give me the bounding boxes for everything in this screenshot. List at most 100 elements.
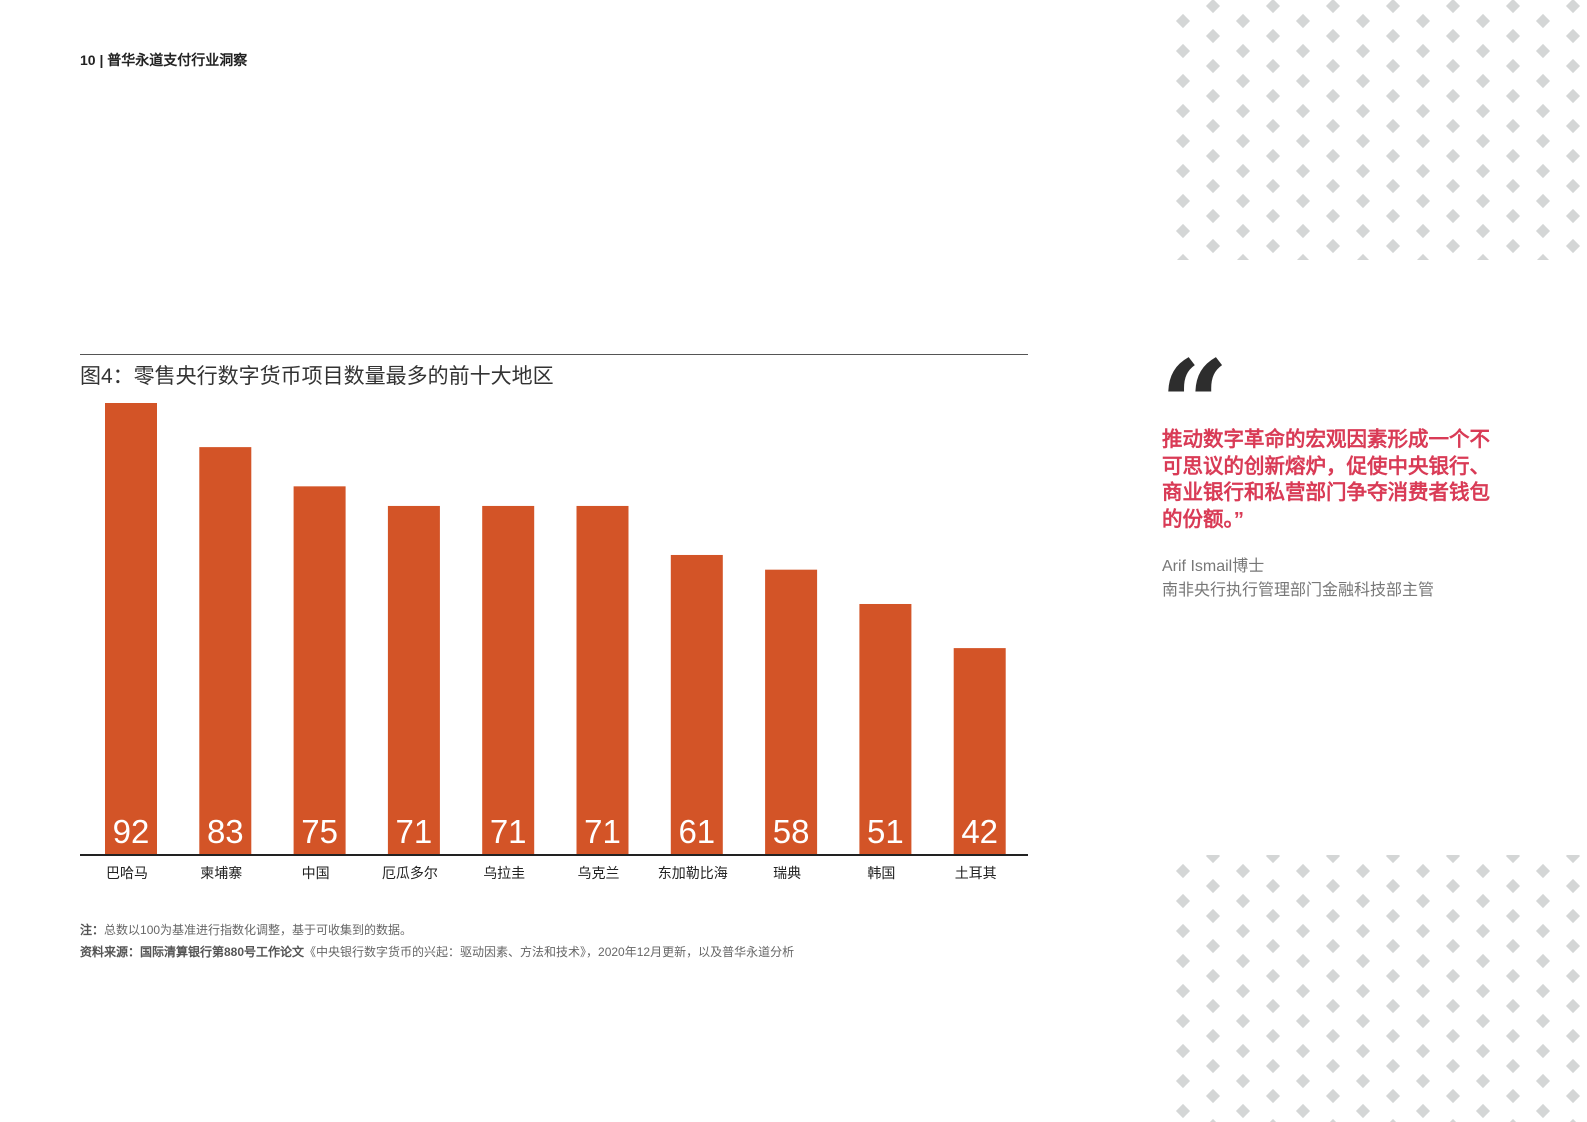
data-label: 71 [396, 813, 433, 850]
diamond-dot [1325, 28, 1341, 44]
diamond-dot [1325, 1058, 1341, 1074]
diamond-dot [1565, 208, 1581, 224]
diamond-dot [1265, 0, 1281, 14]
diamond-dot [1565, 968, 1581, 984]
diamond-dot [1355, 953, 1371, 969]
category-label: 土耳其 [955, 866, 997, 882]
diamond-dot [1205, 938, 1221, 954]
diamond-dot [1205, 1028, 1221, 1044]
diamond-dot [1295, 1043, 1311, 1059]
diamond-dot [1505, 855, 1521, 864]
category-label: 乌克兰 [578, 866, 620, 882]
diamond-dot [1565, 998, 1581, 1014]
bar [859, 603, 912, 854]
diamond-dot [1355, 863, 1371, 879]
diamond-pattern-top [1175, 0, 1581, 260]
diamond-dot [1205, 998, 1221, 1014]
diamond-dot [1415, 133, 1431, 149]
bar [387, 505, 440, 854]
diamond-dot [1205, 1088, 1221, 1104]
diamond-dot [1175, 983, 1191, 999]
diamond-dot [1325, 855, 1341, 864]
diamond-dot [1175, 1013, 1191, 1029]
diamond-dot [1355, 1043, 1371, 1059]
diamond-dot [1295, 923, 1311, 939]
diamond-dot [1175, 13, 1191, 29]
diamond-dot [1265, 1088, 1281, 1104]
diamond-dot [1535, 953, 1551, 969]
diamond-dot [1475, 893, 1491, 909]
diamond-dot [1295, 13, 1311, 29]
diamond-dot [1175, 923, 1191, 939]
diamond-dot [1355, 1103, 1371, 1119]
diamond-dot [1505, 58, 1521, 74]
diamond-dot [1535, 103, 1551, 119]
diamond-dot [1505, 998, 1521, 1014]
category-label: 柬埔寨 [200, 865, 242, 882]
diamond-dot [1235, 253, 1251, 260]
diamond-dot [1475, 43, 1491, 59]
diamond-dot [1325, 878, 1341, 894]
diamond-dot [1235, 43, 1251, 59]
diamond-dot [1295, 1013, 1311, 1029]
diamond-dot [1445, 938, 1461, 954]
author-title: 南非央行执行管理部门金融科技部主管 [1162, 582, 1435, 599]
diamond-dot [1295, 983, 1311, 999]
diamond-dot [1475, 863, 1491, 879]
bar [482, 505, 535, 854]
note: 注：总数以100为基准进行指数化调整，基于可收集到的数据。 [80, 921, 412, 938]
diamond-dot [1235, 923, 1251, 939]
diamond-pattern-bottom [1175, 855, 1581, 1122]
diamond-dot [1535, 1043, 1551, 1059]
diamond-dot [1415, 983, 1431, 999]
diamond-dot [1565, 88, 1581, 104]
diamond-dot [1535, 923, 1551, 939]
diamond-dot [1355, 163, 1371, 179]
diamond-dot [1295, 73, 1311, 89]
diamond-dot [1295, 953, 1311, 969]
diamond-dot [1535, 193, 1551, 209]
diamond-dot [1445, 118, 1461, 134]
diamond-dot [1205, 238, 1221, 254]
diamond-dot [1475, 163, 1491, 179]
diamond-dot [1265, 58, 1281, 74]
diamond-dot [1265, 148, 1281, 164]
diamond-dot [1535, 223, 1551, 239]
diamond-dot [1175, 863, 1191, 879]
diamond-dot [1295, 103, 1311, 119]
diamond-dot [1385, 998, 1401, 1014]
bar-chart: 92 巴哈马 83 柬埔寨 75 中国 71 厄瓜多尔 71 乌拉圭 71 乌克兰 61 东加勒比海 58 瑞… [80, 403, 1028, 882]
diamond-dot [1325, 208, 1341, 224]
diamond-dot [1385, 855, 1401, 864]
data-label: 42 [961, 813, 998, 850]
diamond-dot [1475, 983, 1491, 999]
diamond-dot [1475, 953, 1491, 969]
diamond-dot [1475, 923, 1491, 939]
diamond-dot [1415, 1103, 1431, 1119]
diamond-dot [1295, 863, 1311, 879]
diamond-dot [1565, 118, 1581, 134]
diamond-dot [1535, 73, 1551, 89]
diamond-dot [1505, 148, 1521, 164]
diamond-dot [1325, 58, 1341, 74]
diamond-dot [1445, 88, 1461, 104]
data-label: 83 [207, 813, 244, 850]
diamond-dot [1565, 938, 1581, 954]
diamond-dot [1415, 1013, 1431, 1029]
diamond-dot [1175, 1043, 1191, 1059]
diamond-dot [1235, 163, 1251, 179]
diamond-dot [1235, 103, 1251, 119]
diamond-dot [1235, 133, 1251, 149]
diamond-dot [1355, 1013, 1371, 1029]
diamond-dot [1505, 238, 1521, 254]
diamond-dot [1325, 178, 1341, 194]
quote-author: Arif Ismail博士 南非央行执行管理部门金融科技部主管 [1162, 555, 1434, 603]
diamond-dot [1235, 953, 1251, 969]
diamond-dot [1415, 13, 1431, 29]
diamond-dot [1355, 923, 1371, 939]
diamond-dot [1175, 1073, 1191, 1089]
diamond-dot [1325, 0, 1341, 14]
diamond-dot [1475, 1043, 1491, 1059]
diamond-dot [1565, 878, 1581, 894]
diamond-dot [1205, 878, 1221, 894]
